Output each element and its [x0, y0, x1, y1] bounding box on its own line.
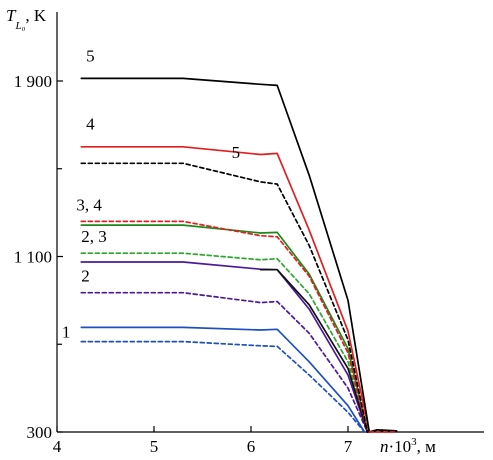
- curve-label-4: 2, 3: [81, 227, 107, 246]
- series-line-s3-dashed: [80, 252, 369, 433]
- y-tick-label-2: 1 900: [14, 72, 52, 91]
- curve-labels-layer: 5 4 5 3, 4 2, 3 2 1: [62, 46, 240, 341]
- series-line-s4-solid: [80, 145, 371, 433]
- curve-label-3: 3, 4: [76, 195, 102, 214]
- y-axis-title: TL₀, K: [6, 6, 47, 32]
- series-line-s3-solid: [80, 224, 369, 433]
- plot-axes: [56, 12, 484, 433]
- x-tick-label-1: 5: [150, 437, 159, 456]
- series-line-s2-dashed: [80, 291, 369, 433]
- series-line-s4-dashed: [80, 220, 369, 433]
- curve-label-6: 1: [62, 323, 71, 342]
- series-line-s5-dashed: [80, 162, 398, 433]
- y-tick-label-1: 1 100: [14, 248, 52, 267]
- x-tick-label-3: 7: [344, 437, 353, 456]
- series-line-s1-solid: [80, 326, 366, 433]
- y-tick-label-0: 300: [27, 423, 53, 442]
- x-axis-title: n·103, м: [380, 436, 436, 456]
- x-tick-label-0: 4: [53, 437, 62, 456]
- series-line-s2-solid: [80, 261, 369, 433]
- curve-label-0: 5: [86, 46, 95, 65]
- ticks-layer: 4 5 6 7 300 1 100 1 900: [14, 72, 353, 456]
- series-line-s1-dashed: [80, 340, 366, 433]
- curve-label-5: 2: [81, 267, 90, 286]
- series-layer: [80, 77, 398, 433]
- curve-label-2: 5: [232, 143, 241, 162]
- series-line-s3-black: [259, 268, 369, 433]
- x-tick-label-2: 6: [247, 437, 256, 456]
- curve-label-1: 4: [86, 114, 95, 133]
